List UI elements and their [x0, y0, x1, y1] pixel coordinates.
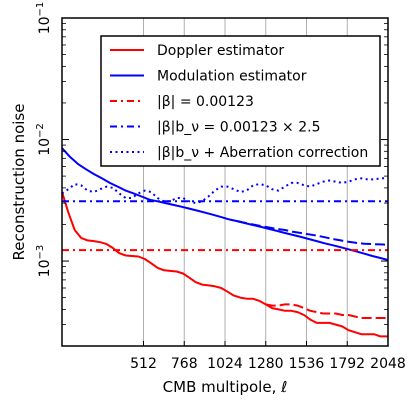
series-line-7: [236, 220, 389, 246]
legend: Doppler estimator Modulation estimator |β|…: [100, 35, 381, 167]
x-tick-label: 1536: [289, 356, 325, 372]
x-tick-label: 768: [171, 356, 198, 372]
series-layer: [61, 147, 389, 338]
y-axis-label: Reconstruction noise: [10, 104, 28, 261]
x-tick-label: 2048: [370, 356, 406, 372]
x-tick-label: 512: [130, 356, 157, 372]
x-tick-label: 1792: [329, 356, 365, 372]
series-line-5: [61, 177, 388, 205]
x-tick-label: 1024: [207, 356, 243, 372]
legend-label: |β|b_ν + Aberration correction: [157, 145, 368, 161]
legend-label: Doppler estimator: [157, 43, 284, 59]
legend-box: [100, 35, 381, 167]
legend-label: |β| = 0.00123: [157, 94, 254, 110]
y-tick-label: 10−3: [35, 245, 53, 278]
axis-ticks: 512 768 1024 1280 1536 1792 2048 10−3 10−2 10−1: [35, 2, 406, 372]
legend-label: Modulation estimator: [157, 69, 307, 85]
legend-label: |β|b_ν = 0.00123 × 2.5: [157, 120, 321, 136]
y-tick-label: 10−2: [35, 123, 53, 156]
x-axis-label: CMB multipole, ℓ: [163, 378, 288, 396]
series-line-2: [61, 147, 389, 261]
y-tick-label: 10−1: [35, 2, 53, 35]
series-line-6: [265, 303, 388, 319]
x-tick-label: 1280: [248, 356, 284, 372]
